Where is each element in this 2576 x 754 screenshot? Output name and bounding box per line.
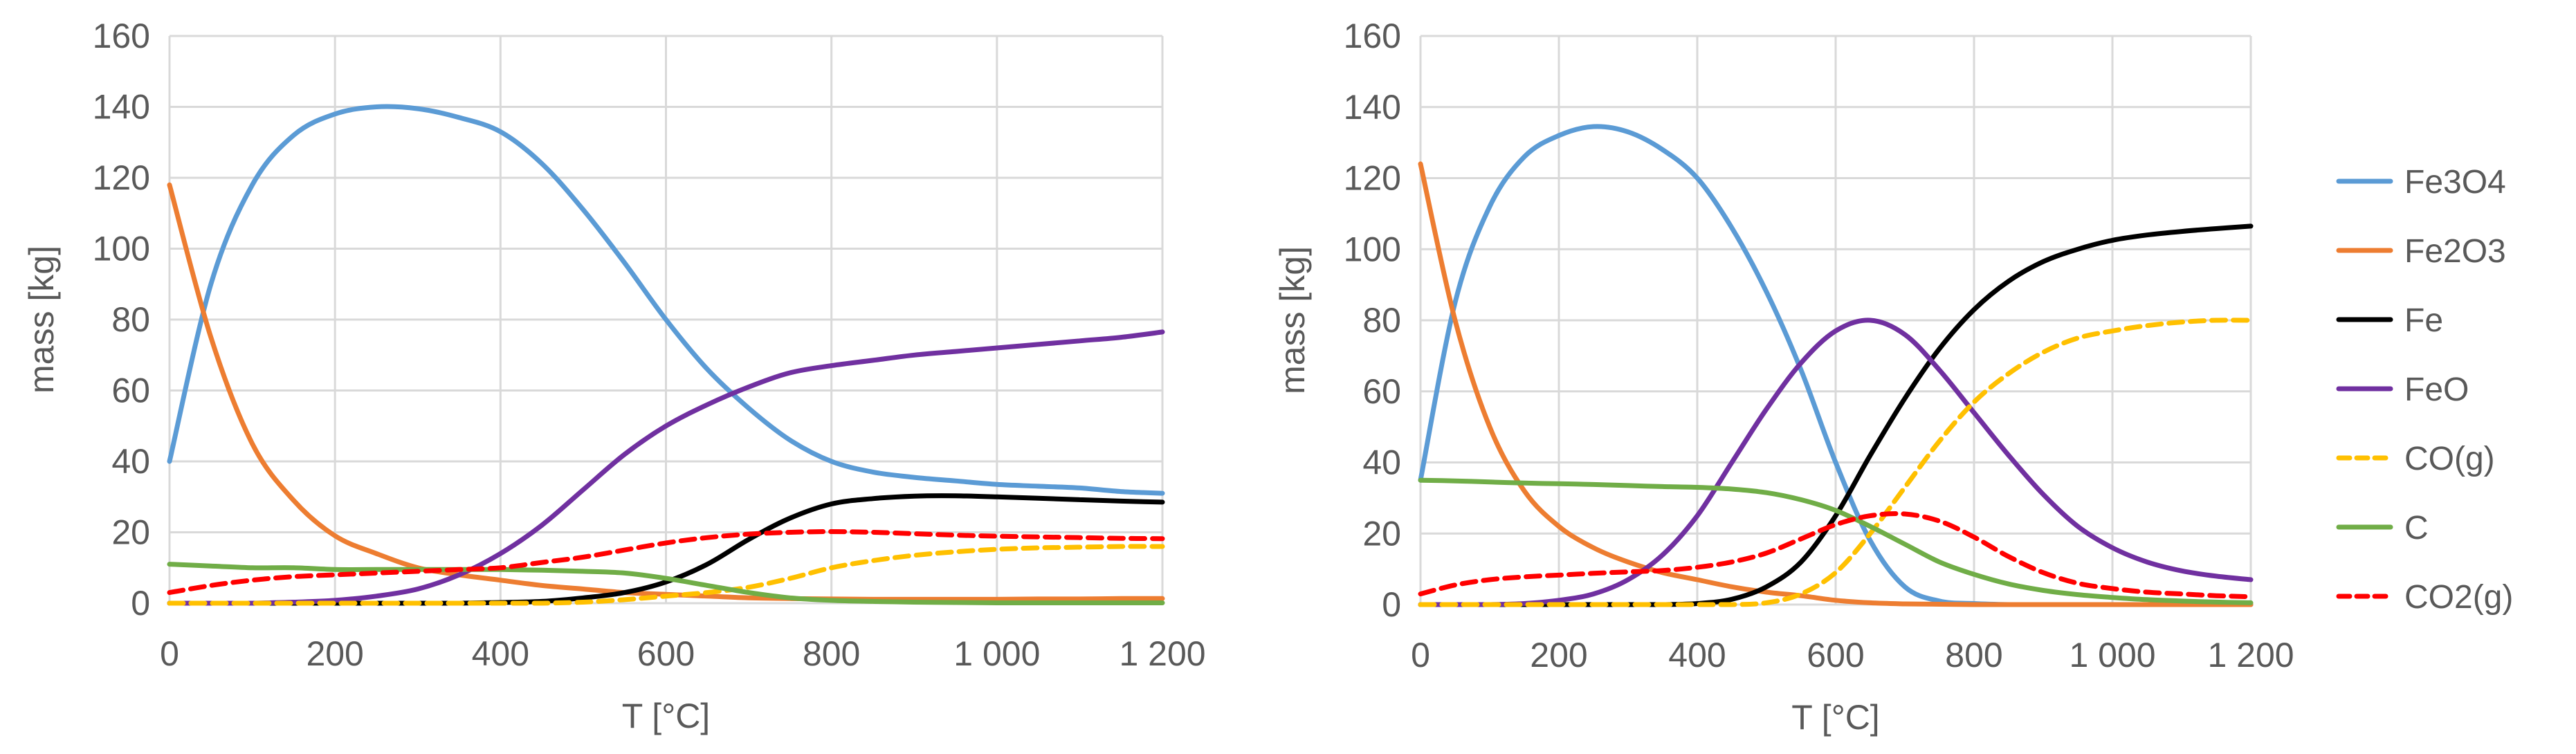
x-tick-label: 0 (160, 634, 179, 673)
y-tick-label: 80 (1362, 301, 1401, 340)
y-tick-label: 160 (1344, 17, 1401, 55)
y-tick-label: 120 (1344, 159, 1401, 198)
series-line-feo (1418, 318, 2254, 607)
series-line-fe3o4 (167, 104, 1165, 496)
chart-left: 0 20 40 60 80 100 120 140 160 0 200 400 600 800 1 000 1… (22, 17, 1206, 735)
series-line-co2-g (1418, 511, 2254, 600)
y-axis-title: mass [kg] (22, 246, 61, 394)
y-axis-title: mass [kg] (1273, 246, 1312, 394)
y-tick-label: 160 (93, 17, 150, 55)
x-tick-label: 0 (1411, 636, 1430, 674)
y-tick-label: 100 (1344, 230, 1401, 268)
x-tick-label: 600 (637, 634, 695, 673)
series-line-feo (167, 329, 1165, 606)
legend-label: CO2(g) (2404, 579, 2513, 616)
x-tick-label: 200 (1530, 636, 1587, 674)
y-tick-label: 60 (1362, 372, 1401, 411)
x-tick-label: 400 (472, 634, 529, 673)
legend-item-co-g: CO(g) (2336, 441, 2495, 477)
y-tick-label: 100 (93, 230, 150, 268)
x-tick-label: 1 000 (2069, 636, 2155, 674)
y-tick-label: 140 (1344, 88, 1401, 127)
x-tick-label: 1 000 (953, 634, 1040, 673)
legend-item-co2-g: CO2(g) (2336, 579, 2513, 616)
series-line-co-g (167, 544, 1165, 606)
x-tick-label: 200 (306, 634, 363, 673)
y-tick-label: 80 (111, 300, 150, 339)
y-tick-label: 40 (111, 442, 150, 481)
y-tick-label: 40 (1362, 443, 1401, 482)
y-tick-label: 0 (1382, 585, 1401, 624)
x-tick-label: 1 200 (1119, 634, 1205, 673)
legend-item-fe2o3: Fe2O3 (2336, 233, 2506, 270)
legend-label: FeO (2404, 371, 2469, 408)
legend-label: Fe2O3 (2404, 233, 2506, 270)
x-axis-title: T [°C] (1791, 698, 1879, 737)
legend-item-fe3o4: Fe3O4 (2336, 164, 2506, 201)
series-line-co2-g (167, 529, 1165, 596)
y-tick-label: 120 (93, 158, 150, 197)
legend-item-feo: FeO (2336, 371, 2469, 408)
legend-label: Fe3O4 (2404, 164, 2506, 201)
chart-right: 0 20 40 60 80 100 120 140 160 0 200 400 600 800 1 000 1… (1273, 17, 2294, 737)
legend-label: C (2404, 510, 2429, 546)
x-tick-label: 600 (1807, 636, 1864, 674)
y-tick-label: 0 (131, 584, 150, 623)
y-tick-label: 60 (111, 371, 150, 410)
x-tick-label: 800 (1945, 636, 2002, 674)
x-tick-label: 800 (803, 634, 860, 673)
x-tick-label: 400 (1668, 636, 1726, 674)
legend-label: CO(g) (2404, 441, 2495, 477)
y-tick-label: 20 (1362, 514, 1401, 553)
x-axis-title: T [°C] (622, 697, 710, 735)
legend: Fe3O4 Fe2O3 Fe FeO CO(g) C CO2(g) (2336, 164, 2513, 616)
series-line-c (167, 562, 1165, 606)
legend-item-fe: Fe (2336, 302, 2443, 339)
y-tick-label: 20 (111, 513, 150, 552)
series-line-c (1418, 477, 2254, 605)
y-tick-label: 140 (93, 88, 150, 127)
legend-item-c: C (2336, 510, 2429, 546)
series-line-co-g (1418, 318, 2254, 607)
legend-label: Fe (2404, 302, 2443, 339)
x-tick-label: 1 200 (2207, 636, 2294, 674)
